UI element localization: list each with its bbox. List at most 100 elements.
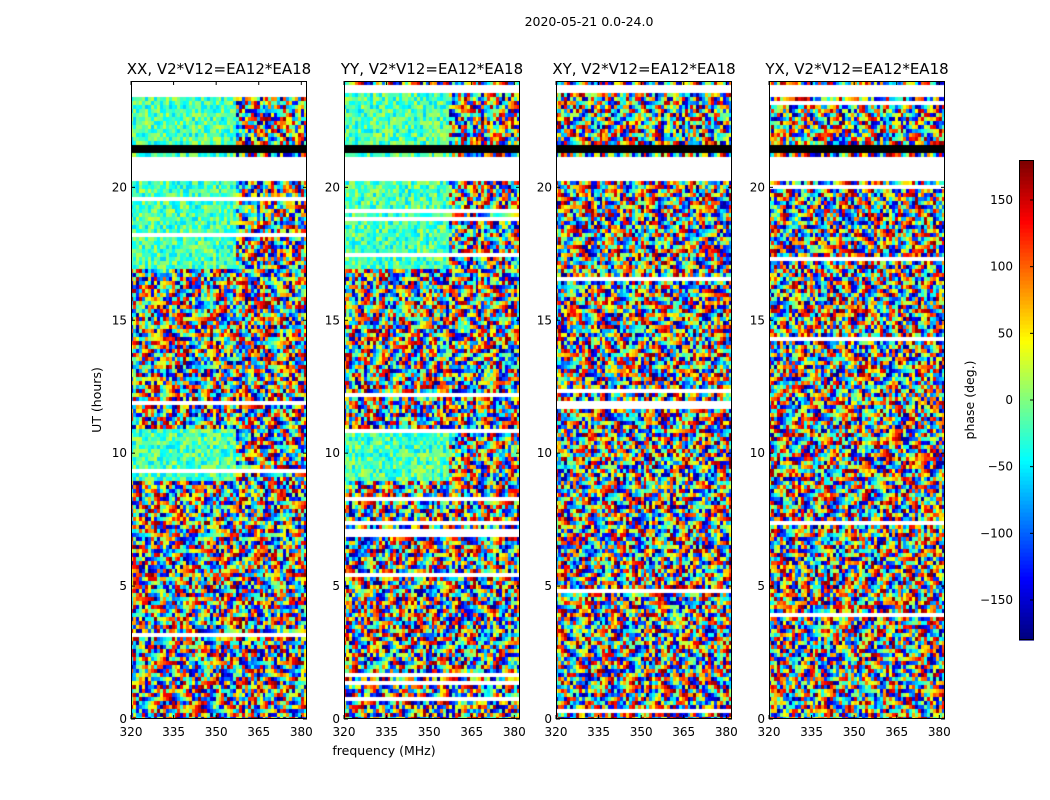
- panel-title: YX, V2*V12=EA12*EA18: [764, 60, 948, 78]
- colorbar-segment: [1019, 380, 1034, 385]
- axes-frame: [344, 81, 520, 719]
- colorbar-segment: [1019, 468, 1034, 473]
- colorbar-segment: [1019, 472, 1034, 477]
- colorbar-segment: [1019, 324, 1034, 329]
- y-tick-label: 20: [750, 180, 765, 194]
- colorbar-segment: [1019, 628, 1034, 633]
- colorbar-segment: [1019, 608, 1034, 613]
- y-tick-label: 5: [119, 579, 127, 593]
- colorbar-segment: [1019, 620, 1034, 625]
- y-tick-label: 15: [112, 313, 127, 327]
- colorbar-segment: [1019, 632, 1034, 637]
- colorbar-tick-label: −100: [980, 526, 1013, 540]
- x-tick-label: 350: [418, 725, 441, 739]
- colorbar-segment: [1019, 556, 1034, 561]
- colorbar-tick-label: 50: [998, 326, 1013, 340]
- y-tick-label: 5: [757, 579, 765, 593]
- colorbar-segment: [1019, 332, 1034, 337]
- colorbar-segment: [1019, 280, 1034, 285]
- colorbar-tick-label: 0: [1005, 393, 1013, 407]
- phase-raster: [556, 81, 732, 719]
- colorbar-segment: [1019, 352, 1034, 357]
- colorbar-segment: [1019, 336, 1034, 341]
- colorbar-segment: [1019, 292, 1034, 297]
- x-tick-label: 350: [843, 725, 866, 739]
- x-tick-label: 380: [290, 725, 313, 739]
- colorbar-segment: [1019, 168, 1034, 173]
- x-tick-label: 380: [503, 725, 526, 739]
- x-tick-label: 365: [247, 725, 270, 739]
- x-tick-label: 350: [630, 725, 653, 739]
- colorbar-segment: [1019, 484, 1034, 489]
- colorbar-segment: [1019, 364, 1034, 369]
- colorbar-segment: [1019, 392, 1034, 397]
- colorbar-tick-label: 150: [990, 193, 1013, 207]
- colorbar-segment: [1019, 308, 1034, 313]
- colorbar-segment: [1019, 416, 1034, 421]
- colorbar-segment: [1019, 532, 1034, 537]
- y-tick-label: 0: [544, 712, 552, 726]
- panel-yx: YX, V2*V12=EA12*EA18 320 335 350 365 380 0 5 10 1…: [750, 60, 951, 739]
- colorbar-segment: [1019, 276, 1034, 281]
- colorbar-tick-label: −150: [980, 593, 1013, 607]
- colorbar-segment: [1019, 432, 1034, 437]
- figure-suptitle: 2020-05-21 0.0-24.0: [525, 14, 654, 29]
- panel-title: XX, V2*V12=EA12*EA18: [127, 60, 311, 78]
- colorbar-segment: [1019, 544, 1034, 549]
- colorbar-segment: [1019, 264, 1034, 269]
- y-tick-label: 20: [537, 180, 552, 194]
- x-tick-label: 320: [333, 725, 356, 739]
- x-tick-label: 320: [545, 725, 568, 739]
- colorbar-segment: [1019, 428, 1034, 433]
- colorbar-segment: [1019, 552, 1034, 557]
- colorbar-segment: [1019, 228, 1034, 233]
- colorbar-segment: [1019, 372, 1034, 377]
- phase-raster: [131, 81, 307, 719]
- y-tick-label: 10: [537, 446, 552, 460]
- colorbar-segment: [1019, 444, 1034, 449]
- axes-frame: [556, 81, 732, 719]
- colorbar-segment: [1019, 604, 1034, 609]
- colorbar-segment: [1019, 388, 1034, 393]
- colorbar-segment: [1019, 548, 1034, 553]
- phase-raster: [344, 81, 520, 719]
- colorbar-segment: [1019, 312, 1034, 317]
- y-tick-label: 10: [112, 446, 127, 460]
- x-tick-label: 380: [715, 725, 738, 739]
- colorbar-segment: [1019, 176, 1034, 181]
- panel-title: YY, V2*V12=EA12*EA18: [340, 60, 523, 78]
- colorbar-segment: [1019, 240, 1034, 245]
- colorbar-segment: [1019, 488, 1034, 493]
- colorbar-segment: [1019, 580, 1034, 585]
- y-tick-label: 5: [544, 579, 552, 593]
- colorbar-segment: [1019, 376, 1034, 381]
- colorbar-segment: [1019, 248, 1034, 253]
- colorbar-segment: [1019, 384, 1034, 389]
- y-tick-label: 0: [757, 712, 765, 726]
- colorbar-segment: [1019, 200, 1034, 205]
- colorbar-segment: [1019, 412, 1034, 417]
- x-axis-label: frequency (MHz): [332, 743, 435, 758]
- colorbar-segment: [1019, 212, 1034, 217]
- colorbar-segment: [1019, 304, 1034, 309]
- colorbar-segment: [1019, 356, 1034, 361]
- colorbar-segment: [1019, 572, 1034, 577]
- colorbar-segment: [1019, 612, 1034, 617]
- colorbar-segment: [1019, 360, 1034, 365]
- colorbar-segment: [1019, 480, 1034, 485]
- x-tick-label: 320: [120, 725, 143, 739]
- phase-raster: [769, 81, 945, 719]
- colorbar-segment: [1019, 236, 1034, 241]
- x-tick-label: 365: [885, 725, 908, 739]
- x-tick-label: 320: [758, 725, 781, 739]
- colorbar-segment: [1019, 328, 1034, 333]
- colorbar-segment: [1019, 516, 1034, 521]
- colorbar: −150 −100 −50 0 50 100 150 phase (deg.): [962, 160, 1034, 641]
- x-tick-label: 335: [587, 725, 610, 739]
- colorbar-segment: [1019, 584, 1034, 589]
- colorbar-segment: [1019, 184, 1034, 189]
- x-tick-label: 365: [460, 725, 483, 739]
- axes-frame: [131, 81, 307, 719]
- colorbar-segment: [1019, 224, 1034, 229]
